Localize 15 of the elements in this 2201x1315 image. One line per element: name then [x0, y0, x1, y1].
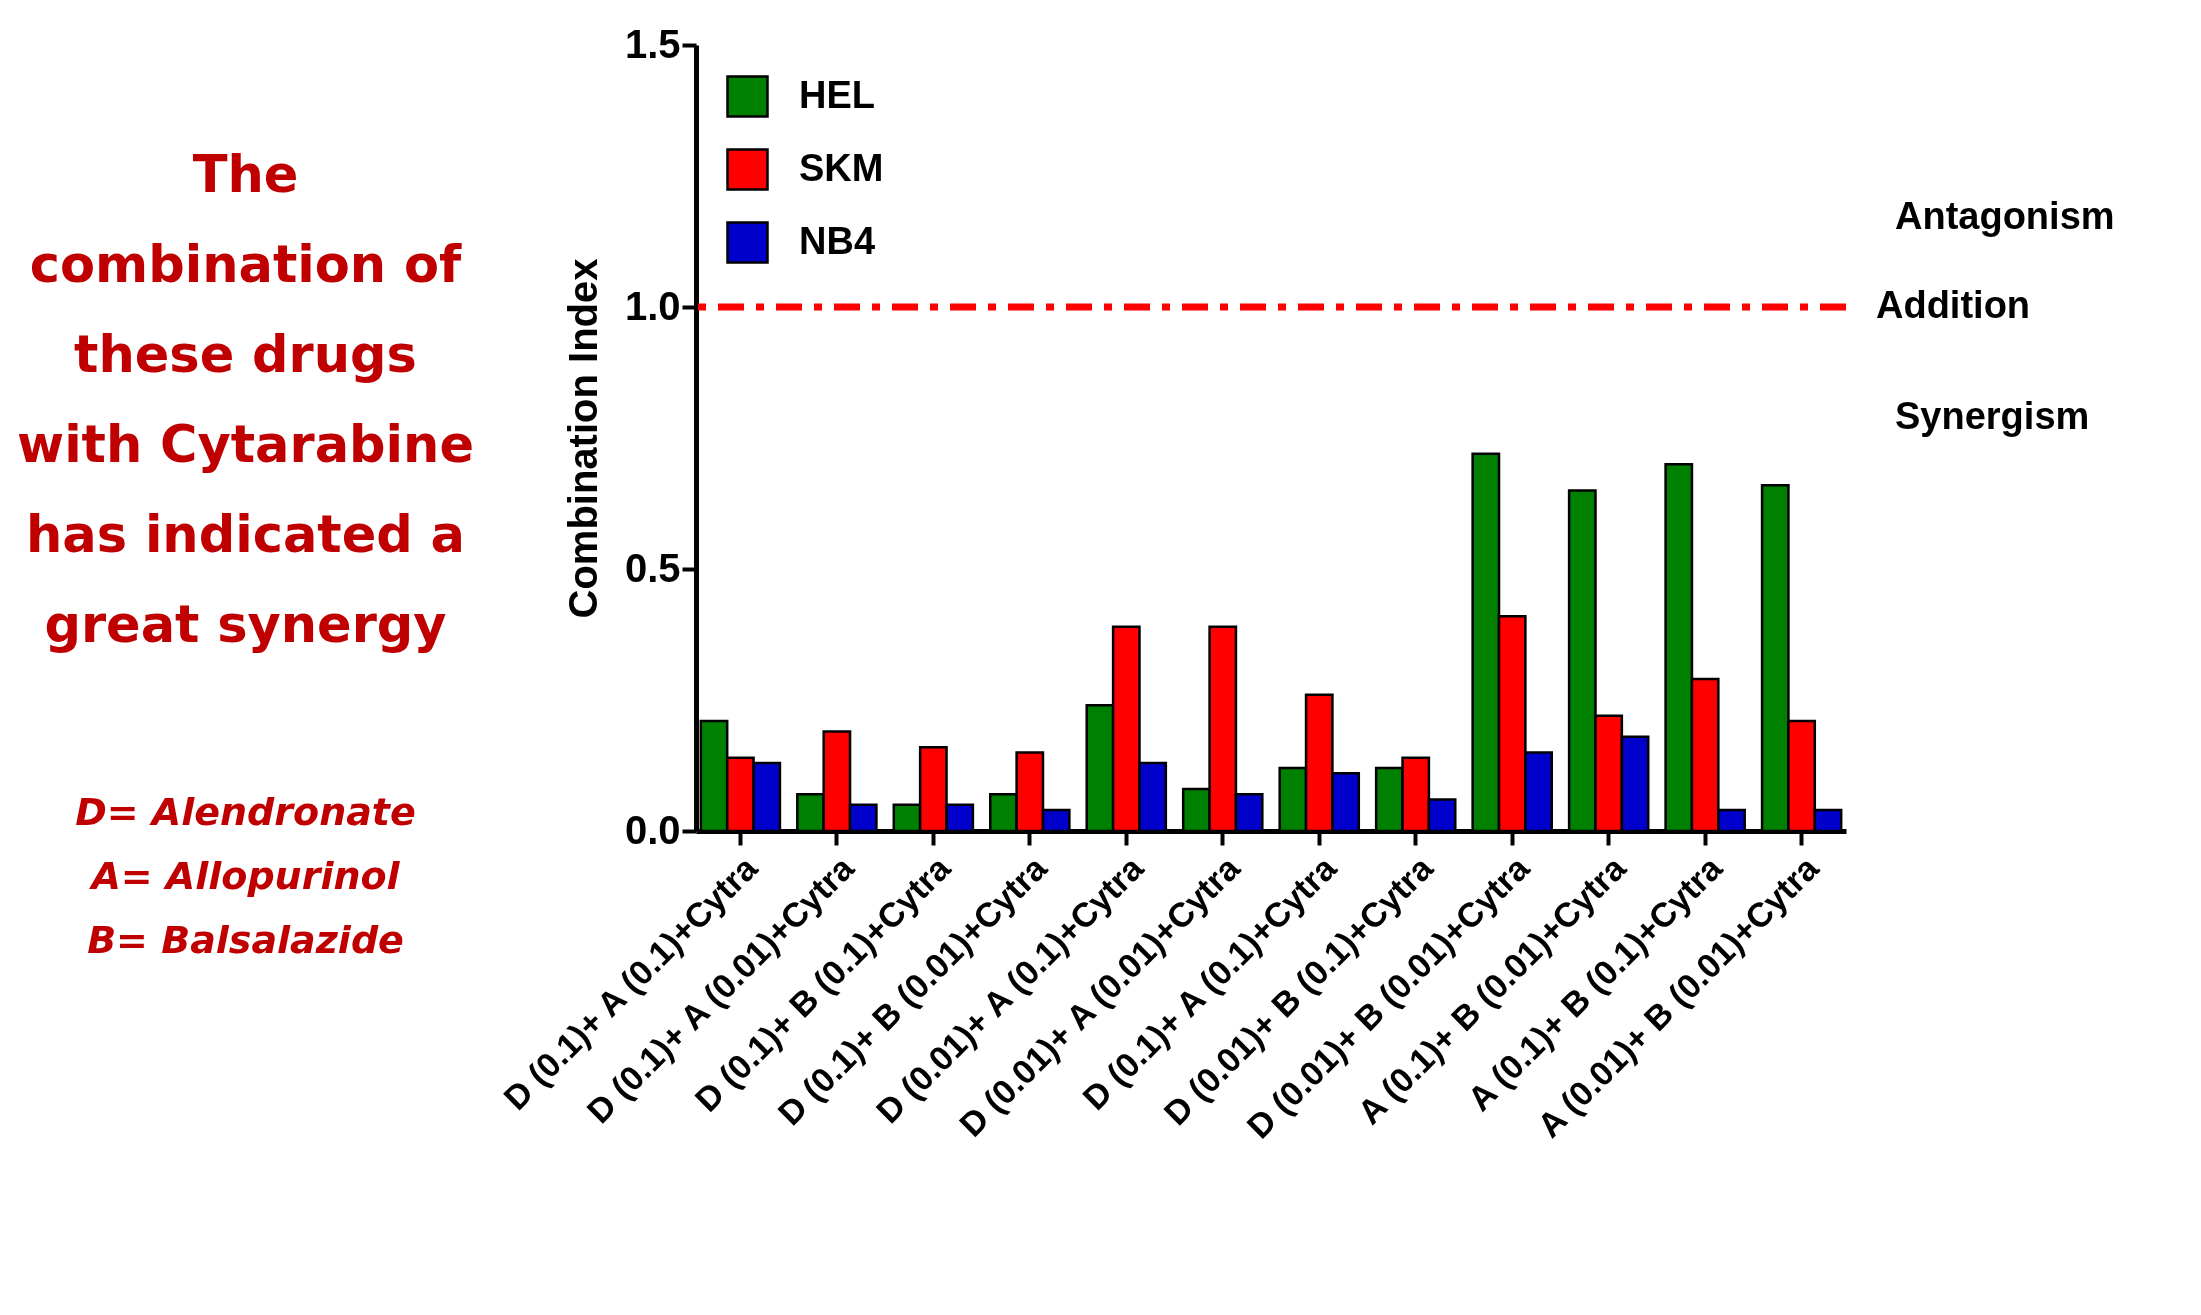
text: Synergism	[1895, 395, 2090, 438]
text: B= Balsalazide	[86, 917, 405, 964]
legend-label: SKM	[799, 146, 884, 189]
legend-label: HEL	[799, 73, 875, 116]
text: The combination of these drugs with Cytarabine has indicated a great synergy	[16, 144, 475, 656]
y-tick-label: 1.0	[624, 283, 681, 328]
legend-label: NB4	[799, 219, 876, 262]
ref-line-label: Addition	[1876, 284, 2031, 326]
text: D= Alendronate	[74, 789, 417, 836]
text: A= Allopurinol	[88, 853, 401, 900]
y-tick-label: 1.5	[624, 21, 681, 66]
y-tick-label: 0.5	[624, 545, 681, 590]
y-axis-title: Combination Index	[560, 258, 605, 619]
text: Antagonism	[1895, 195, 2115, 238]
y-tick-label: 0.0	[624, 807, 681, 852]
